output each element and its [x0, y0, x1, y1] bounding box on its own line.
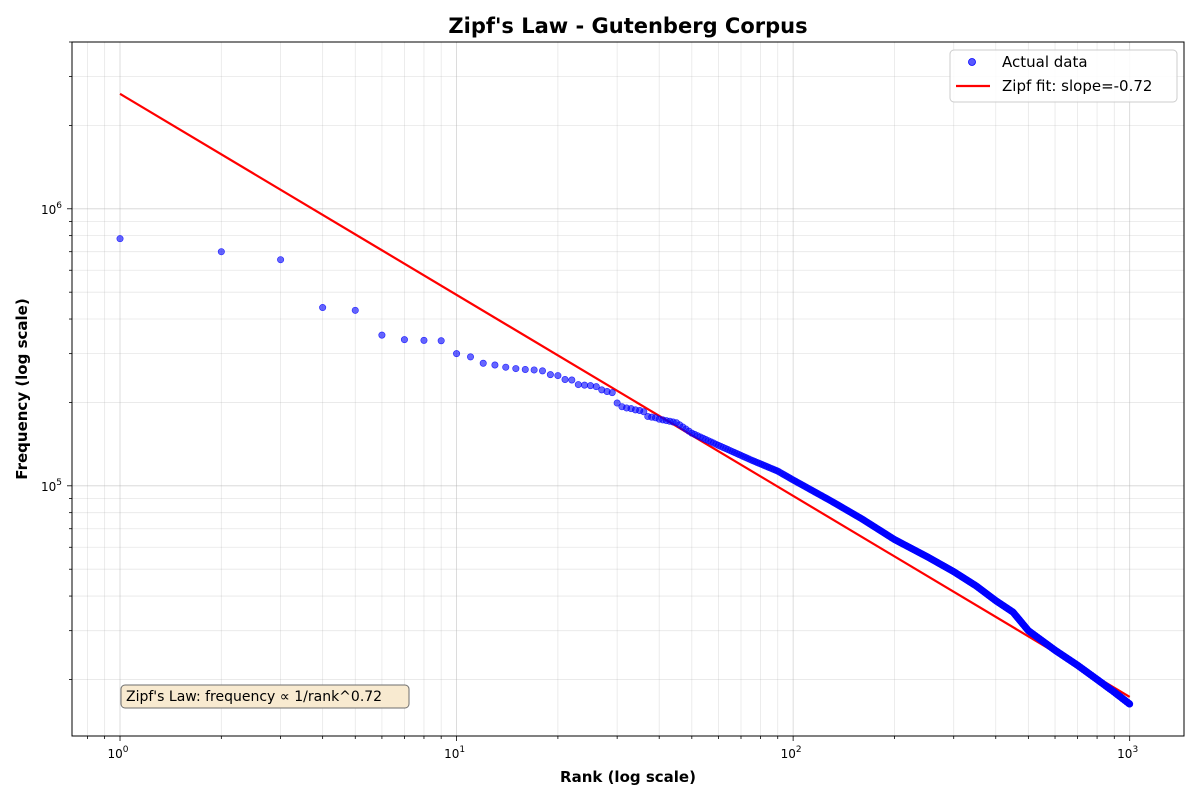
data-point: [491, 361, 499, 369]
legend-label-zipf-fit: Zipf fit: slope=-0.72: [1002, 77, 1152, 95]
data-point: [502, 363, 510, 371]
plot-frame: [71, 41, 1185, 737]
data-point: [640, 408, 648, 416]
data-point: [521, 365, 529, 373]
data-point: [116, 235, 124, 243]
data-point: [592, 383, 600, 391]
data-point: [530, 366, 538, 374]
x-axis-label: Rank (log scale): [560, 768, 696, 786]
data-point: [568, 376, 576, 384]
chart-title: Zipf's Law - Gutenberg Corpus: [448, 14, 807, 38]
data-point: [453, 350, 461, 358]
data-point: [420, 336, 428, 344]
data-point: [467, 353, 475, 361]
axis-ticks: 100 101 102 103 105 106: [41, 41, 1138, 761]
data-point: [217, 248, 225, 256]
data-point: [277, 256, 285, 264]
data-point: [581, 381, 589, 389]
data-point: [554, 372, 562, 380]
x-tick-label: 103: [1117, 745, 1138, 761]
data-point: [1126, 700, 1134, 708]
data-point: [538, 367, 546, 375]
annotation: Zipf's Law: frequency ∝ 1/rank^0.72: [120, 684, 410, 709]
data-points: [116, 235, 1134, 708]
y-tick-label: 106: [41, 201, 62, 217]
fit-line-layer: [119, 92, 1131, 698]
data-point: [608, 389, 616, 397]
data-point: [574, 381, 582, 389]
annotation-box: [120, 684, 410, 709]
legend-box: [949, 49, 1178, 103]
y-tick-label: 105: [41, 478, 62, 494]
legend-label-actual-data: Actual data: [1002, 53, 1088, 71]
annotation-text: Zipf's Law: frequency ∝ 1/rank^0.72: [126, 689, 382, 705]
data-point: [561, 375, 569, 383]
data-point: [586, 382, 594, 390]
legend-marker-actual-data: [968, 58, 976, 66]
legend: Actual data Zipf fit: slope=-0.72: [949, 49, 1178, 103]
data-point: [400, 336, 408, 344]
x-tick-label: 101: [444, 745, 465, 761]
data-point: [437, 337, 445, 345]
data-point: [351, 306, 359, 314]
data-point: [378, 331, 386, 339]
data-point: [613, 399, 621, 407]
data-point: [546, 371, 554, 379]
x-tick-label: 102: [781, 745, 802, 761]
x-tick-label: 100: [108, 745, 129, 761]
y-axis-label: Frequency (log scale): [13, 298, 31, 479]
data-point: [319, 304, 327, 312]
data-point: [479, 359, 487, 367]
zipf-fit-line: [119, 92, 1131, 698]
data-point: [512, 365, 520, 373]
